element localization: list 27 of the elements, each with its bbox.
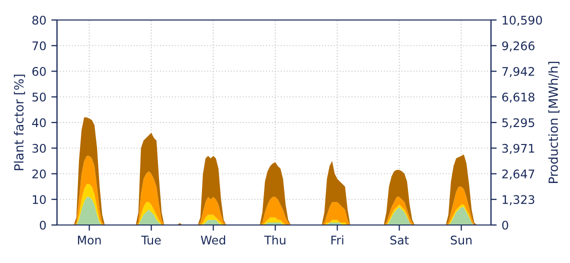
x-tick-label: Wed [200,235,226,245]
y-axis-title: Plant factor [%] [14,74,26,170]
y2-tick-label: 10,590 [502,16,542,26]
y-tick-label: 30 [32,144,46,153]
x-tick-label: Sat [390,236,409,245]
x-tick-label: Thu [264,235,286,245]
y-tick-label: 0 [40,220,46,230]
y2-tick-label: 3,971 [502,144,534,154]
y-tick-label: 80 [32,16,46,25]
y2-tick-label: 5,295 [502,118,534,128]
y2-tick-label: 2,647 [502,169,534,180]
x-tick-label: Fri [331,235,344,244]
y2-tick-label: 1,323 [502,195,534,206]
y-tick-label: 60 [32,66,46,76]
y-tick-label: 20 [32,169,46,178]
y-tick-label: 70 [32,41,46,50]
y2-tick-label: 6,618 [502,92,534,103]
y2-tick-label: 0 [502,220,508,230]
x-tick-label: Tue [141,236,161,245]
x-tick-label: Sun [450,236,472,245]
x-tick-label: Mon [78,236,101,245]
y2-tick-label: 7,942 [502,66,534,78]
y2-axis-title: Production [MWh/h] [548,62,560,183]
y2-tick-label: 9,266 [502,41,534,52]
y-tick-label: 50 [32,92,46,102]
y-tick-label: 10 [32,195,46,204]
y-tick-label: 40 [32,118,46,128]
